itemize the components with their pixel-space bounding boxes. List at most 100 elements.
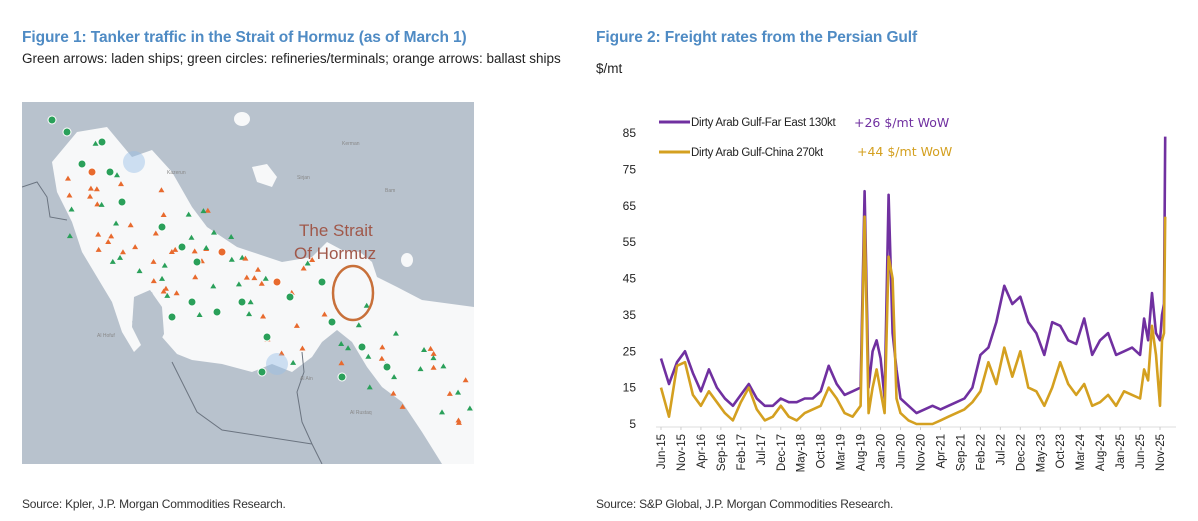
laden-ship-arrow (365, 353, 372, 359)
ballast-ship-arrow (430, 364, 437, 370)
ballast-ship-arrow (162, 285, 169, 291)
ballast-ship-arrow (293, 322, 300, 328)
persian-gulf-water (52, 127, 474, 464)
border-line (22, 181, 323, 464)
laden-ship-arrow (304, 260, 311, 266)
place-label: Sirjan (297, 175, 310, 181)
ballast-ship-arrow (160, 211, 167, 217)
laden-ship-arrow (196, 312, 203, 318)
strait-label-line2: Of Hormuz (294, 244, 376, 263)
ballast-ship-arrow (260, 313, 267, 319)
figure1-subtitle: Green arrows: laden ships; green circles… (22, 51, 561, 66)
ballast-ship-arrow (399, 403, 406, 409)
x-tick-label: Oct-23 (1055, 434, 1067, 469)
terminal-marker (327, 317, 337, 327)
laden-ship-arrow (421, 347, 428, 353)
terminal-marker (285, 292, 295, 302)
x-tick-label: Dec-17 (776, 434, 788, 471)
ballast-ship-arrow (87, 185, 94, 191)
series-line-china-270kt (659, 215, 1167, 426)
x-axis: Jun-15 Nov-15 Apr-16 Sep-16 Feb-17 Jul-17 Dec-… (656, 426, 1176, 472)
terminal-marker (337, 372, 347, 382)
y-tick-label: 5 (629, 417, 636, 431)
laden-ship-arrow (247, 299, 254, 305)
laden-ship-arrow (290, 359, 297, 365)
laden-ship-arrow (203, 244, 210, 250)
ballast-ship-arrow (168, 249, 175, 255)
ballast-ship-arrow (172, 246, 179, 252)
ballast-ship-arrow (258, 280, 265, 286)
ballast-ship-arrow (95, 246, 102, 252)
laden-ship-arrow (417, 366, 424, 372)
freight-rate-chart: 5 15 25 35 45 55 65 75 85 Jun-15 Nov-15 Apr-16 Sep-… (623, 115, 1176, 472)
x-tick-label: May-18 (796, 434, 808, 472)
terminal-marker (317, 277, 327, 287)
x-tick-label: May-23 (1035, 434, 1047, 472)
x-tick-label: Jan-20 (876, 434, 888, 469)
ballast-ship-arrow (160, 288, 167, 294)
x-tick-label: Dec-22 (1015, 434, 1027, 471)
ballast-ship-arrow (390, 390, 397, 396)
laden-ship-arrow (440, 363, 447, 369)
ballast-ship-arrow (150, 278, 157, 284)
terminal-marker (177, 242, 187, 252)
ballast-ship-arrow (278, 350, 285, 356)
laden-ship-arrow (159, 275, 166, 281)
series-line-far-east-130kt (659, 136, 1167, 415)
ballast-ship-arrow (300, 265, 307, 271)
laden-ship-arrow (164, 292, 171, 298)
strait-of-hormuz-map: Kazerun Sirjan Bam Kerman Al Hofuf Al Ai… (22, 102, 474, 464)
laden-ship-arrow (92, 140, 99, 146)
place-label: Al Ain (300, 376, 313, 382)
x-tick-label: Jun-15 (656, 434, 668, 469)
ballast-ship-arrow (446, 390, 453, 396)
terminal-marker (157, 222, 167, 232)
place-label: Bam (385, 188, 395, 194)
legend-label: Dirty Arab Gulf-Far East 130kt (691, 117, 836, 129)
legend-label: Dirty Arab Gulf-China 270kt (691, 147, 824, 159)
figure1-title: Figure 1: Tanker traffic in the Strait o… (22, 29, 467, 46)
laden-ship-arrow (338, 341, 345, 347)
laden-ship-arrow (262, 275, 269, 281)
terminal-marker (212, 307, 222, 317)
terminal-marker (237, 297, 247, 307)
terminal-marker (357, 342, 367, 352)
place-label: Al Rustaq (350, 410, 372, 416)
ballast-ship-arrow (117, 181, 124, 187)
map-svg: Kazerun Sirjan Bam Kerman Al Hofuf Al Ai… (22, 112, 474, 464)
series-lines (659, 136, 1167, 426)
ballast-ship-arrow (108, 233, 115, 239)
island (252, 164, 277, 187)
ballast-ship-arrow (173, 290, 180, 296)
figure2-source: Source: S&P Global, J.P. Morgan Commodit… (596, 497, 894, 511)
ballast-ship-arrow (192, 274, 199, 280)
y-tick-label: 85 (623, 126, 637, 140)
terminal-marker (272, 277, 282, 287)
x-tick-label: Feb-17 (736, 434, 748, 470)
laden-ship-arrow (210, 283, 217, 289)
ballast-ship-arrow (242, 255, 249, 261)
x-tick-label: Mar-24 (1075, 433, 1087, 470)
x-tick-label: Jul-22 (995, 434, 1007, 465)
ballast-ship-arrow (379, 344, 386, 350)
y-tick-label: 45 (623, 272, 637, 286)
terminal-marker (262, 332, 272, 342)
terminal-marker (167, 312, 177, 322)
ballast-ship-arrow (462, 377, 469, 383)
x-tick-label: Mar-19 (836, 434, 848, 470)
laden-ship-arrow (114, 172, 121, 178)
ballast-ship-arrow (150, 258, 157, 264)
laden-ship-arrow (430, 355, 437, 361)
y-tick-label: 35 (623, 308, 637, 322)
terminal-marker (117, 197, 127, 207)
x-tick-label: Sep-21 (955, 434, 967, 471)
ballast-ship-arrow (94, 201, 101, 207)
place-label: Al Hofuf (97, 333, 115, 339)
ballast-ship-arrow (132, 244, 139, 250)
laden-ship-arrow (455, 389, 462, 395)
x-tick-label: Apr-21 (935, 434, 947, 469)
ballast-ship-arrow (251, 275, 258, 281)
figure1-source: Source: Kpler, J.P. Morgan Commodities R… (22, 497, 286, 511)
port-cluster-halo (123, 151, 145, 173)
terminal-marker (382, 362, 392, 372)
